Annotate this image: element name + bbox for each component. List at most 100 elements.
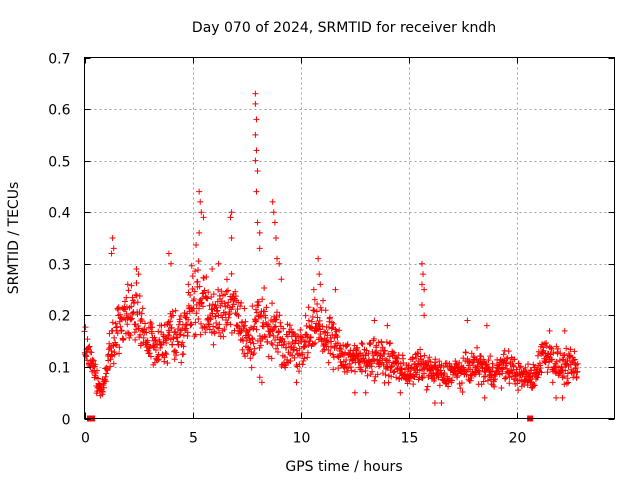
data-point <box>385 379 392 386</box>
data-point <box>574 368 581 375</box>
data-point <box>506 380 513 387</box>
data-point <box>108 347 115 354</box>
data-point <box>354 344 361 351</box>
data-point <box>327 343 334 350</box>
data-point <box>431 375 438 382</box>
data-point <box>204 295 211 302</box>
x-axis-label: GPS time / hours <box>285 459 402 475</box>
data-point <box>132 336 139 343</box>
data-point <box>103 370 110 377</box>
data-point <box>333 328 340 335</box>
data-point <box>262 334 269 341</box>
data-point <box>297 327 304 334</box>
data-point <box>180 343 187 350</box>
data-point <box>250 340 257 347</box>
data-point <box>552 368 559 375</box>
data-point <box>322 307 329 314</box>
data-point <box>362 367 369 374</box>
data-point <box>142 320 149 327</box>
data-point <box>388 373 395 380</box>
data-point <box>291 354 298 361</box>
data-point <box>165 250 172 257</box>
data-point <box>499 370 506 377</box>
data-point <box>316 271 323 278</box>
data-point <box>255 302 262 309</box>
data-point <box>418 281 425 288</box>
data-point <box>102 378 109 385</box>
data-point <box>109 352 116 359</box>
data-point <box>276 260 283 267</box>
data-point <box>571 348 578 355</box>
data-point <box>286 322 293 329</box>
data-point <box>116 350 123 357</box>
data-point <box>386 340 393 347</box>
data-point <box>227 321 234 328</box>
data-point <box>308 324 315 331</box>
data-point <box>369 348 376 355</box>
data-point <box>534 374 541 381</box>
data-point <box>111 334 118 341</box>
data-point <box>287 357 294 364</box>
data-point <box>311 296 318 303</box>
data-point <box>117 323 124 330</box>
data-point <box>333 344 340 351</box>
data-point <box>96 381 103 388</box>
data-point <box>154 357 161 364</box>
data-point <box>280 341 287 348</box>
data-point <box>213 308 220 315</box>
data-point <box>441 369 448 376</box>
data-point <box>193 301 200 308</box>
data-point <box>330 366 337 373</box>
data-point <box>227 214 234 221</box>
data-point <box>219 314 226 321</box>
y-tick-label: 0.7 <box>48 52 70 68</box>
data-point <box>464 317 471 324</box>
data-point <box>374 371 381 378</box>
data-point <box>371 335 378 342</box>
data-point <box>289 339 296 346</box>
data-point <box>176 318 183 325</box>
y-tick-label: 0.1 <box>48 361 70 377</box>
data-point <box>197 320 204 327</box>
chart-title: Day 070 of 2024, SRMTID for receiver knd… <box>192 20 496 36</box>
data-point <box>424 383 431 390</box>
data-point <box>254 167 261 174</box>
data-point <box>548 345 555 352</box>
data-point <box>481 394 488 401</box>
data-point <box>138 310 145 317</box>
data-point <box>199 303 206 310</box>
data-point <box>112 341 119 348</box>
data-point <box>485 357 492 364</box>
data-point <box>248 364 255 371</box>
data-point <box>203 273 210 280</box>
data-point <box>255 298 262 305</box>
data-point <box>325 359 332 366</box>
data-point <box>417 346 424 353</box>
data-point <box>550 349 557 356</box>
data-point <box>317 281 324 288</box>
data-point <box>109 235 116 241</box>
data-point <box>208 293 215 300</box>
data-point <box>252 157 259 164</box>
data-point <box>309 313 316 320</box>
data-point <box>127 316 134 323</box>
data-point <box>371 317 378 324</box>
data-point <box>511 356 518 363</box>
data-point <box>300 358 307 365</box>
data-point <box>253 318 260 325</box>
data-point <box>274 348 281 355</box>
data-point <box>401 366 408 373</box>
data-point <box>256 245 263 252</box>
data-point <box>390 369 397 376</box>
data-point <box>269 198 276 205</box>
data-point <box>272 345 279 352</box>
data-point <box>342 349 349 356</box>
data-point <box>133 265 140 272</box>
data-point <box>188 321 195 328</box>
data-point <box>363 347 370 354</box>
data-point <box>462 349 469 356</box>
data-point <box>438 400 445 407</box>
data-point <box>421 370 428 377</box>
data-point <box>477 353 484 360</box>
data-point <box>253 309 260 316</box>
